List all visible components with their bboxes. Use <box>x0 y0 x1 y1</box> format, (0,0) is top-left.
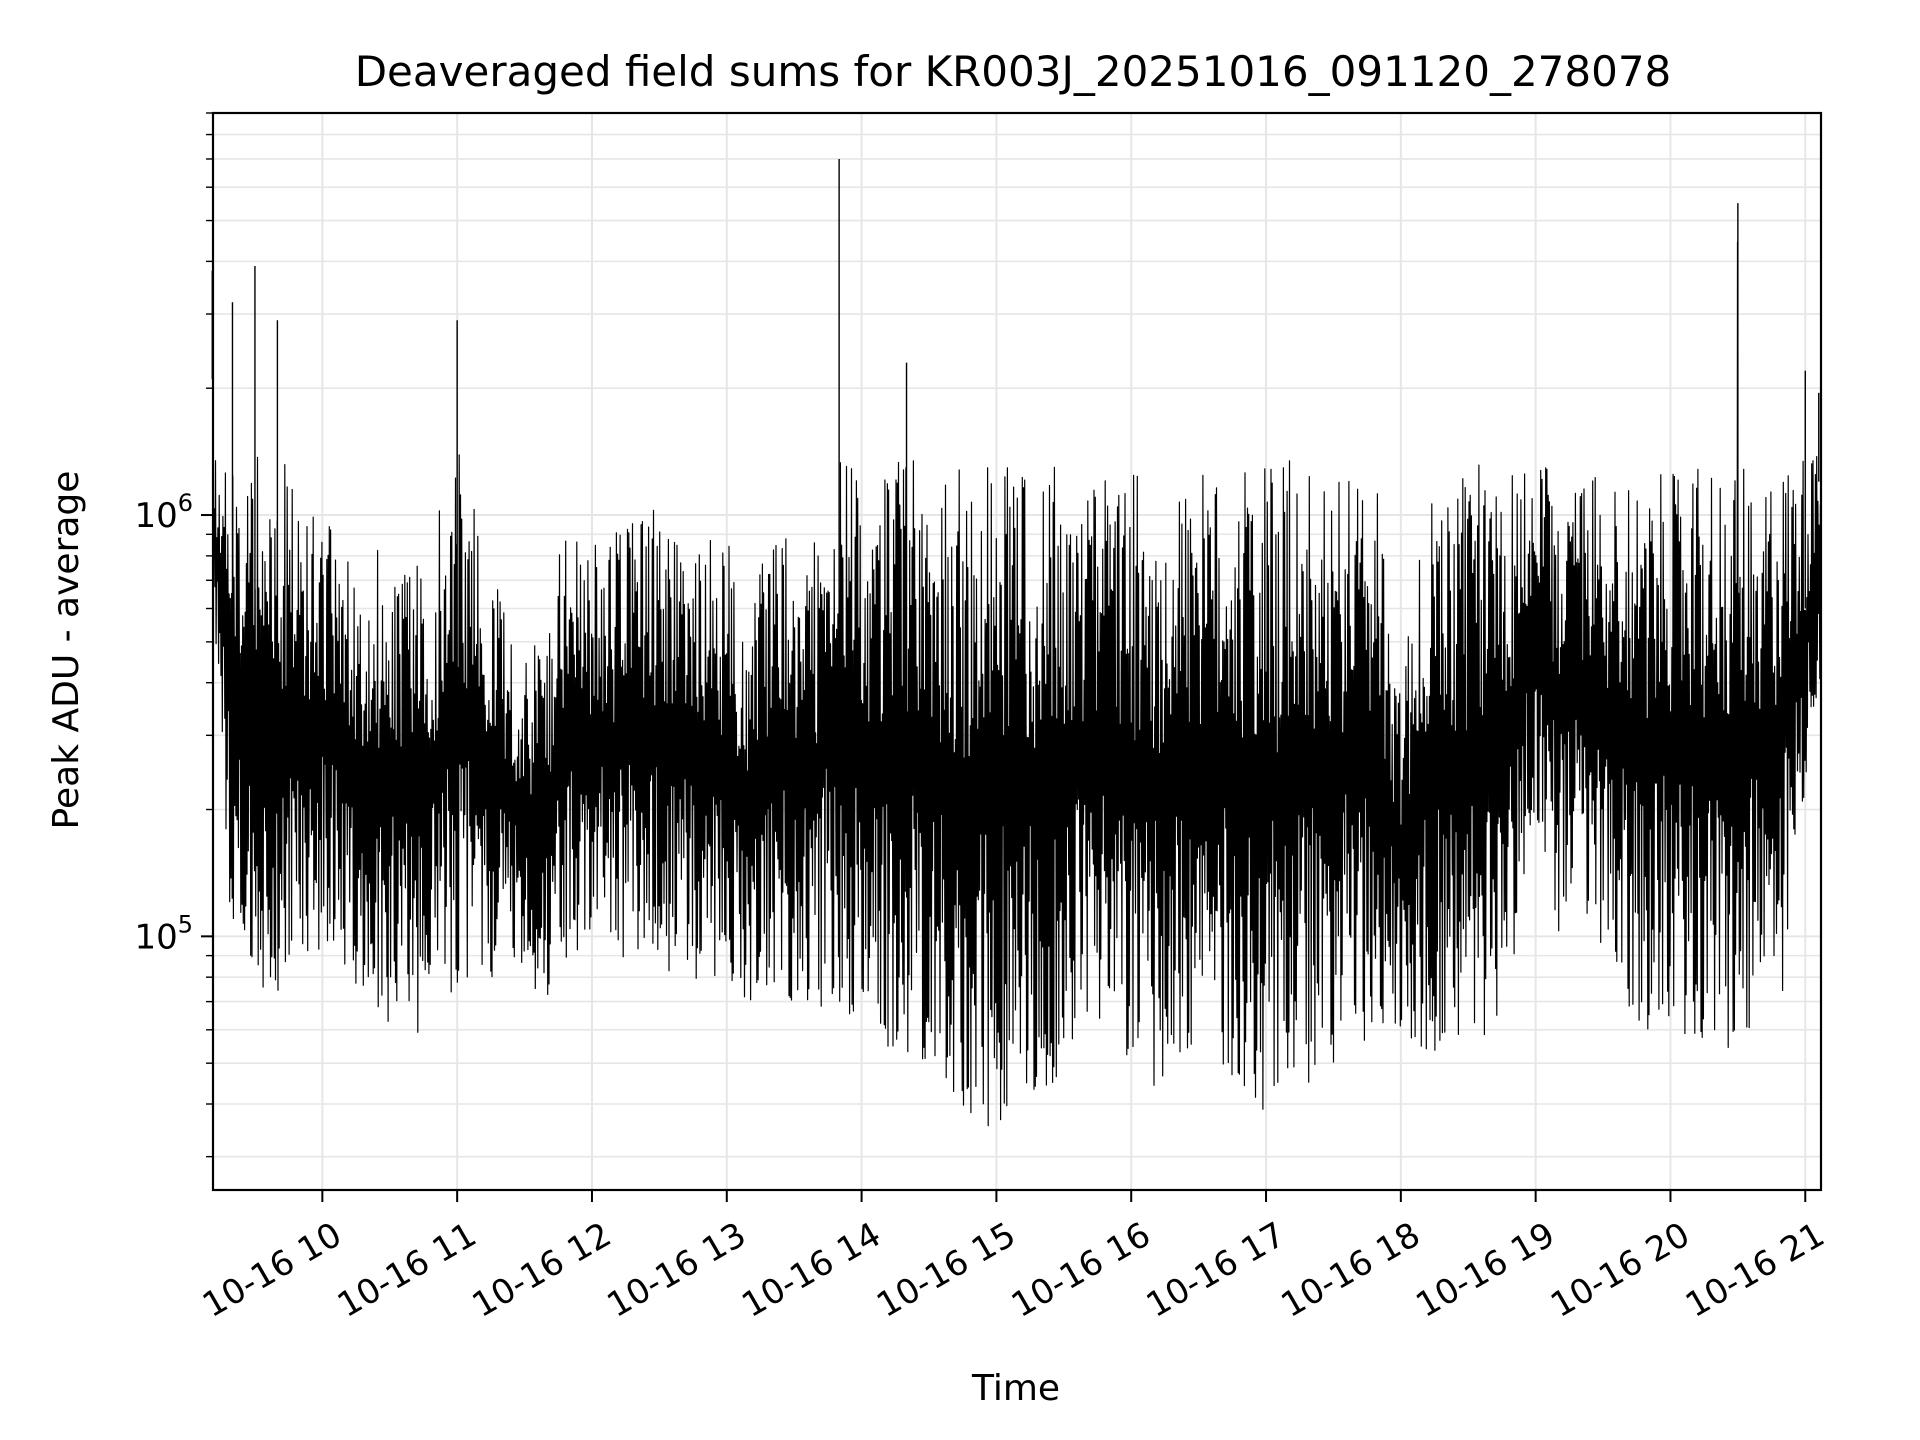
plot-area <box>211 158 1822 1127</box>
chart-title: Deaveraged field sums for KR003J_2025101… <box>355 47 1672 96</box>
y-tick-label: 106 <box>134 489 193 536</box>
series-line <box>212 241 1822 1127</box>
y-tick-label: 105 <box>134 910 193 957</box>
plot-frame <box>211 111 1823 1192</box>
y-axis: 105 106 <box>134 112 213 1158</box>
x-axis-label: Time <box>971 1368 1060 1409</box>
y-axis-label: Peak ADU - average <box>46 471 87 830</box>
